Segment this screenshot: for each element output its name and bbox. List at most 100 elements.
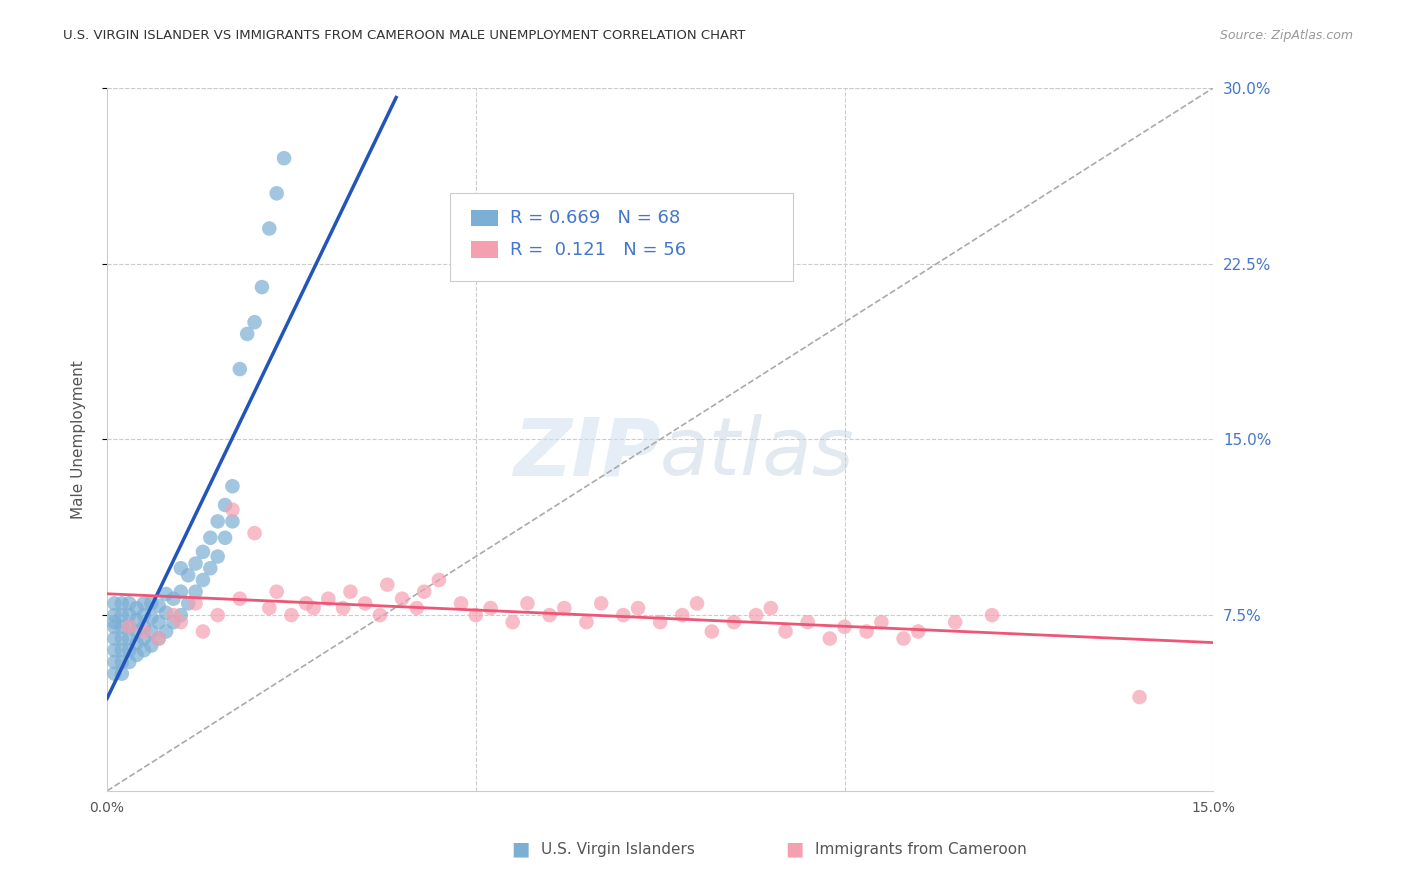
Point: [280, 608, 302, 623]
Point: [553, 601, 575, 615]
Text: U.S. Virgin Islanders: U.S. Virgin Islanders: [541, 842, 695, 856]
Point: [162, 608, 184, 623]
Point: [1128, 690, 1150, 705]
Point: [368, 608, 391, 623]
FancyBboxPatch shape: [471, 241, 498, 258]
Point: [221, 479, 243, 493]
Point: [200, 561, 222, 575]
Text: atlas: atlas: [661, 415, 855, 492]
Point: [191, 624, 214, 639]
Point: [118, 632, 141, 646]
Point: [170, 561, 193, 575]
Point: [103, 620, 125, 634]
Point: [118, 643, 141, 657]
Point: [650, 615, 672, 629]
Point: [907, 624, 929, 639]
Point: [141, 624, 163, 639]
Point: [700, 624, 723, 639]
Point: [148, 615, 170, 629]
Point: [170, 584, 193, 599]
FancyBboxPatch shape: [471, 210, 498, 227]
Text: Source: ZipAtlas.com: Source: ZipAtlas.com: [1219, 29, 1353, 42]
Point: [796, 615, 818, 629]
Point: [243, 526, 266, 541]
Point: [103, 666, 125, 681]
Point: [170, 608, 193, 623]
Point: [427, 573, 450, 587]
Point: [405, 601, 427, 615]
Point: [375, 577, 398, 591]
Point: [132, 643, 155, 657]
Point: [516, 596, 538, 610]
Point: [332, 601, 354, 615]
Point: [893, 632, 915, 646]
Point: [207, 608, 229, 623]
Point: [103, 608, 125, 623]
Text: U.S. VIRGIN ISLANDER VS IMMIGRANTS FROM CAMEROON MALE UNEMPLOYMENT CORRELATION C: U.S. VIRGIN ISLANDER VS IMMIGRANTS FROM …: [63, 29, 745, 42]
Point: [132, 624, 155, 639]
Point: [125, 601, 148, 615]
Point: [229, 591, 252, 606]
Point: [148, 599, 170, 613]
Point: [162, 615, 184, 629]
Point: [111, 655, 134, 669]
Point: [273, 151, 295, 165]
Point: [479, 601, 502, 615]
Point: [354, 596, 377, 610]
Point: [775, 624, 797, 639]
Text: ■: ■: [785, 839, 804, 859]
Point: [111, 620, 134, 634]
Point: [759, 601, 782, 615]
Point: [177, 596, 200, 610]
Point: [834, 620, 856, 634]
FancyBboxPatch shape: [450, 194, 793, 281]
Point: [184, 584, 207, 599]
Point: [184, 557, 207, 571]
Text: ZIP: ZIP: [513, 415, 661, 492]
Point: [538, 608, 561, 623]
Point: [118, 608, 141, 623]
Point: [191, 545, 214, 559]
Point: [229, 362, 252, 376]
Point: [575, 615, 598, 629]
Point: [111, 643, 134, 657]
Point: [111, 632, 134, 646]
Point: [591, 596, 613, 610]
Point: [118, 596, 141, 610]
Point: [111, 666, 134, 681]
Point: [141, 610, 163, 624]
Point: [118, 620, 141, 634]
Point: [184, 596, 207, 610]
Point: [141, 596, 163, 610]
Point: [103, 615, 125, 629]
Point: [118, 620, 141, 634]
Point: [870, 615, 893, 629]
Y-axis label: Male Unemployment: Male Unemployment: [72, 360, 86, 519]
Point: [132, 632, 155, 646]
Point: [132, 596, 155, 610]
Point: [391, 591, 413, 606]
Point: [236, 326, 259, 341]
Point: [162, 591, 184, 606]
Point: [103, 596, 125, 610]
Point: [221, 502, 243, 516]
Point: [103, 655, 125, 669]
Point: [943, 615, 966, 629]
Point: [686, 596, 709, 610]
Point: [148, 632, 170, 646]
Point: [627, 601, 650, 615]
Point: [243, 315, 266, 329]
Point: [103, 643, 125, 657]
Point: [125, 624, 148, 639]
Text: R =  0.121   N = 56: R = 0.121 N = 56: [510, 241, 686, 259]
Point: [191, 573, 214, 587]
Point: [250, 280, 273, 294]
Point: [818, 632, 841, 646]
Text: R = 0.669   N = 68: R = 0.669 N = 68: [510, 209, 681, 227]
Point: [214, 498, 236, 512]
Point: [170, 615, 193, 629]
Point: [125, 636, 148, 650]
Point: [141, 639, 163, 653]
Point: [148, 632, 170, 646]
Point: [200, 531, 222, 545]
